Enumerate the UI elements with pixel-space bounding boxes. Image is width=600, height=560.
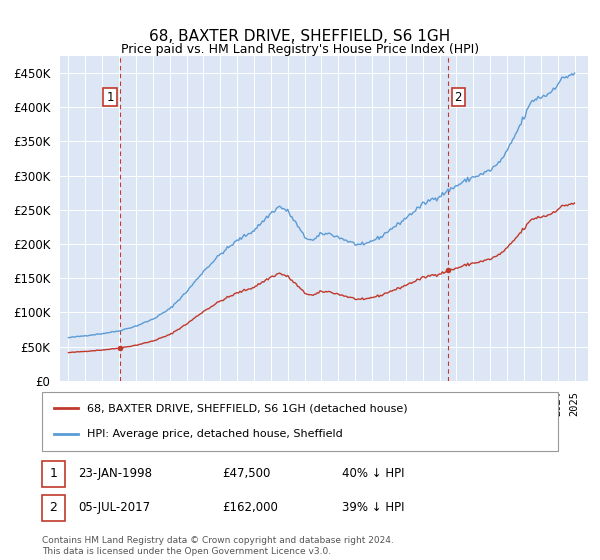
Text: 39% ↓ HPI: 39% ↓ HPI — [342, 501, 404, 514]
Text: 2: 2 — [455, 91, 462, 104]
Text: Contains HM Land Registry data © Crown copyright and database right 2024.
This d: Contains HM Land Registry data © Crown c… — [42, 536, 394, 556]
Text: 68, BAXTER DRIVE, SHEFFIELD, S6 1GH: 68, BAXTER DRIVE, SHEFFIELD, S6 1GH — [149, 29, 451, 44]
Text: 1: 1 — [106, 91, 114, 104]
Text: £162,000: £162,000 — [222, 501, 278, 514]
Text: 68, BAXTER DRIVE, SHEFFIELD, S6 1GH (detached house): 68, BAXTER DRIVE, SHEFFIELD, S6 1GH (det… — [87, 403, 407, 413]
Text: 2: 2 — [49, 501, 58, 514]
Text: Price paid vs. HM Land Registry's House Price Index (HPI): Price paid vs. HM Land Registry's House … — [121, 43, 479, 56]
Text: HPI: Average price, detached house, Sheffield: HPI: Average price, detached house, Shef… — [87, 430, 343, 440]
Text: £47,500: £47,500 — [222, 468, 271, 480]
Text: 1: 1 — [49, 468, 58, 480]
Text: 40% ↓ HPI: 40% ↓ HPI — [342, 468, 404, 480]
Text: 05-JUL-2017: 05-JUL-2017 — [78, 501, 150, 514]
Text: 23-JAN-1998: 23-JAN-1998 — [78, 468, 152, 480]
